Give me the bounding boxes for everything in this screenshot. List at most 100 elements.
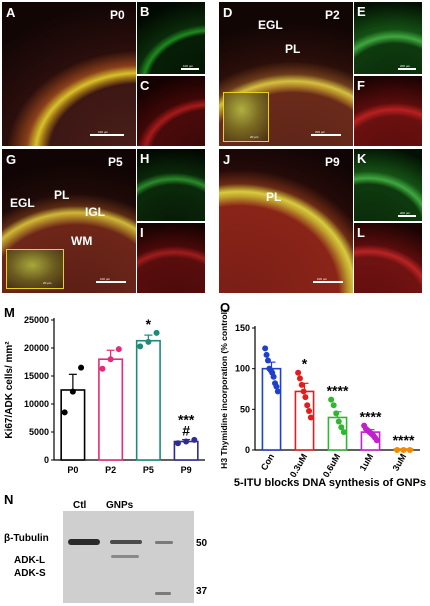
micrograph-d: D P2 EGL PL 20 µm 200 µm: [219, 2, 353, 146]
blot-band: [155, 592, 171, 595]
panel-letter-l: L: [357, 225, 365, 240]
y-tick-label: 10000: [24, 399, 49, 409]
data-point: [335, 418, 342, 425]
panel-letter-f: F: [357, 78, 365, 93]
significance-marker: #: [182, 423, 190, 439]
y-tick-label: 100: [235, 364, 250, 374]
micrograph-h: H: [137, 149, 205, 221]
micrograph-l: L: [354, 223, 422, 293]
data-point: [304, 402, 311, 409]
scale-bar-label: 100 µm: [317, 277, 328, 281]
marker-37: 37: [196, 586, 208, 597]
data-point: [306, 407, 313, 414]
data-point: [373, 437, 380, 444]
y-tick-label: 50: [240, 404, 250, 414]
y-tick-label: 0: [245, 445, 250, 455]
data-point: [340, 429, 347, 436]
inset-scale-label: 20 µm: [43, 281, 52, 285]
data-point: [270, 373, 277, 380]
data-point: [274, 388, 281, 395]
y-tick-label: 20000: [24, 343, 49, 353]
inset-scale-label: 20 µm: [250, 135, 259, 139]
band-label-adk-s: ADK-S: [14, 568, 46, 579]
data-point: [302, 394, 309, 401]
y-tick-label: 25000: [24, 315, 49, 325]
lane-label-ctl: Ctl: [73, 500, 87, 511]
y-tick-label: 15000: [24, 371, 49, 381]
egl-label: EGL: [10, 196, 35, 210]
data-point: [295, 369, 302, 376]
y-axis-label: H3 Thymidine incorporation (% control): [219, 309, 229, 469]
panel-letter-e: E: [357, 4, 366, 19]
bar-Con: [261, 367, 282, 451]
micrograph-j: J P9 PL 100 µm: [219, 149, 353, 293]
x-tick-label: 0.3uM: [288, 452, 309, 479]
wm-label: WM: [71, 234, 93, 248]
scale-bar-label: 100 µm: [100, 277, 111, 281]
data-point: [61, 409, 68, 416]
data-point: [137, 343, 144, 350]
x-tick-label: 3uM: [391, 452, 409, 473]
data-point: [174, 440, 181, 447]
pl-label: PL: [54, 188, 70, 202]
pl-label: PL: [285, 42, 301, 56]
data-point: [406, 447, 413, 453]
data-point: [263, 351, 270, 358]
panel-letter-b: B: [140, 4, 150, 19]
data-point: [298, 381, 305, 388]
bar-P5: [135, 339, 161, 461]
data-point: [330, 402, 337, 409]
panel-letter-d: D: [223, 5, 233, 20]
lane-label-gnps: GNPs: [106, 500, 134, 511]
scale-bar: [398, 68, 416, 70]
micrograph-e: E 200 µm: [354, 2, 422, 74]
data-point: [264, 357, 271, 364]
blot-band: [111, 555, 139, 558]
significance-marker: ***: [178, 412, 195, 428]
data-point: [69, 388, 76, 395]
blot-band: [68, 539, 100, 545]
scale-bar-label: 100 µm: [183, 64, 194, 68]
y-tick-label: 0: [44, 455, 49, 465]
scale-bar: [90, 134, 124, 136]
stage-label-p5: P5: [108, 155, 123, 169]
data-point: [191, 436, 198, 443]
y-tick-label: 150: [235, 323, 250, 333]
panel-letter-g: G: [6, 152, 17, 167]
significance-marker: *: [146, 316, 152, 332]
egl-label: EGL: [258, 18, 283, 32]
data-point: [78, 364, 85, 371]
inset-box: 20 µm: [6, 249, 64, 289]
data-point: [183, 438, 190, 445]
x-tick-label: P9: [181, 465, 192, 475]
panel-letter-n: N: [4, 492, 14, 507]
y-axis-label: Ki67/ADK cells/ mm²: [4, 341, 15, 439]
scale-bar-label: 100 µm: [98, 130, 109, 134]
significance-marker: ****: [327, 383, 349, 399]
marker-50: 50: [196, 538, 208, 549]
micrograph-i: I: [137, 223, 205, 293]
band-label-beta-tubulin: β-Tubulin: [4, 533, 49, 544]
panel-letter-k: K: [357, 151, 367, 166]
data-point: [307, 414, 314, 421]
data-point: [333, 410, 340, 417]
bar-0.3uM: [294, 390, 315, 451]
y-tick-label: 5000: [29, 427, 49, 437]
panel-letter-a: A: [6, 5, 16, 20]
pl-label: PL: [266, 190, 282, 204]
data-point: [262, 345, 269, 352]
data-point: [107, 356, 114, 363]
significance-marker: ****: [393, 432, 415, 448]
scale-bar-label: 200 µm: [315, 130, 326, 134]
chart-m: 0 5000 10000 15000 20000 25000 Ki67/ADK cells/…: [4, 315, 205, 475]
scale-bar: [313, 281, 343, 283]
data-point: [273, 383, 280, 390]
micrograph-k: K 200 µm: [354, 149, 422, 221]
x-tick-label: P2: [105, 465, 116, 475]
bar-P0: [60, 389, 86, 461]
x-axis-label: 5-ITU blocks DNA synthesis of GNPs: [234, 477, 426, 489]
data-point: [300, 388, 307, 395]
data-point: [296, 375, 303, 382]
x-tick-label: 1uM: [358, 452, 376, 473]
scale-bar: [181, 68, 199, 70]
